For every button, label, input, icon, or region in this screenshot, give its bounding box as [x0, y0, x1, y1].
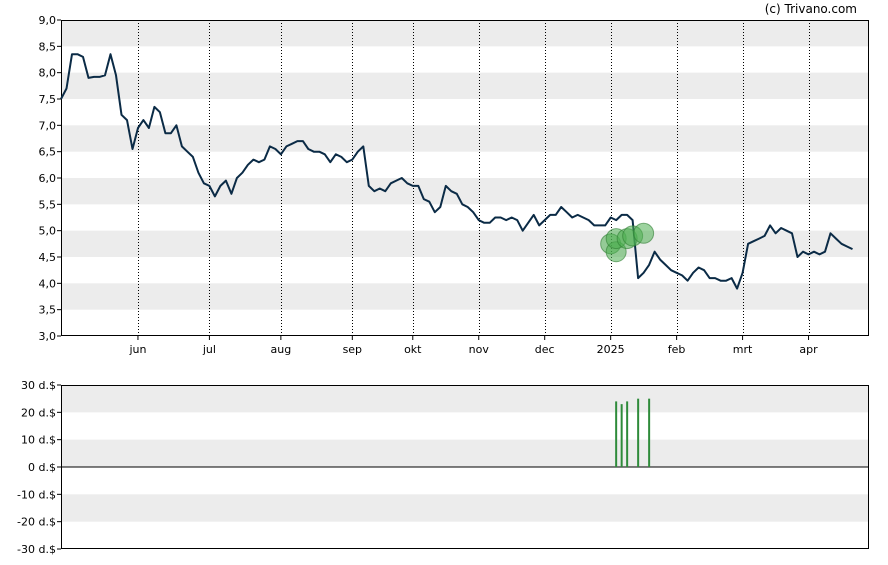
- price-x-tick-label: jun: [128, 343, 146, 356]
- volume-band: [61, 385, 869, 413]
- volume-y-tick-label: -20 d.$: [17, 516, 56, 529]
- volume-y-tick-label: 20 d.$: [21, 406, 56, 419]
- volume-bars: [615, 398, 651, 467]
- volume-chart-frame: [61, 385, 869, 549]
- volume-y-tick-label: -10 d.$: [17, 488, 56, 501]
- price-band: [61, 283, 869, 310]
- price-chart-bands: [61, 20, 869, 310]
- price-y-tick-label: 9,0: [39, 14, 57, 27]
- price-x-tick-label: feb: [668, 343, 686, 356]
- volume-bar: [620, 404, 623, 467]
- price-band: [61, 72, 869, 99]
- price-x-tick-label: sep: [343, 343, 362, 356]
- volume-bar: [637, 398, 640, 467]
- trade-markers: [600, 222, 655, 263]
- price-x-tick-label: nov: [469, 343, 490, 356]
- trade-marker: [633, 222, 655, 244]
- price-band: [61, 178, 869, 205]
- price-x-tick-label: okt: [404, 343, 422, 356]
- price-y-tick-label: 3,0: [39, 330, 57, 343]
- price-x-tick-label: aug: [271, 343, 292, 356]
- price-y-tick-label: 6,0: [39, 172, 57, 185]
- price-y-tick-label: 3,5: [39, 304, 57, 317]
- price-y-tick-label: 7,5: [39, 93, 57, 106]
- price-chart-frame: [61, 20, 869, 336]
- price-x-axis: jun jul aug sep okt nov dec 2025 feb mrt apr: [128, 336, 818, 356]
- price-x-tick-label: apr: [799, 343, 818, 356]
- price-y-tick-label: 4,5: [39, 251, 57, 264]
- price-y-axis: 3,0 3,5 4,0 4,5 5,0 5,5 6,0 6,5 7,0 7,5 8,0 8,5 9,0: [39, 14, 61, 343]
- price-band: [61, 20, 869, 47]
- price-band: [61, 230, 869, 257]
- volume-band: [61, 494, 869, 522]
- volume-y-axis: 30 d.$ 20 d.$ 10 d.$ 0 d.$ -10 d.$ -20 d.$ -30…: [17, 379, 61, 556]
- price-x-tick-label: jul: [202, 343, 216, 356]
- volume-y-tick-label: 30 d.$: [21, 379, 56, 392]
- price-band: [61, 125, 869, 152]
- volume-bar: [626, 401, 629, 467]
- price-frame-border: [61, 20, 869, 336]
- price-y-tick-label: 5,0: [39, 225, 57, 238]
- price-line: [60, 53, 853, 290]
- price-y-tick-label: 7,0: [39, 119, 57, 132]
- volume-y-tick-label: 10 d.$: [21, 434, 56, 447]
- volume-y-tick-label: -30 d.$: [17, 543, 56, 556]
- volume-bar: [615, 401, 618, 467]
- price-x-tick-label: 2025: [597, 343, 625, 356]
- price-x-tick-label: dec: [535, 343, 555, 356]
- price-y-tick-label: 6,5: [39, 146, 57, 159]
- volume-bar: [648, 398, 651, 467]
- price-y-tick-label: 8,0: [39, 67, 57, 80]
- price-y-tick-label: 8,5: [39, 40, 57, 53]
- credit-label: (c) Trivano.com: [765, 2, 857, 16]
- price-series-line: [60, 53, 853, 290]
- price-x-tick-label: mrt: [733, 343, 753, 356]
- price-y-tick-label: 4,0: [39, 277, 57, 290]
- volume-chart-bands: [61, 385, 869, 522]
- price-y-tick-label: 5,5: [39, 198, 57, 211]
- volume-band: [61, 439, 869, 467]
- volume-y-tick-label: 0 d.$: [28, 461, 56, 474]
